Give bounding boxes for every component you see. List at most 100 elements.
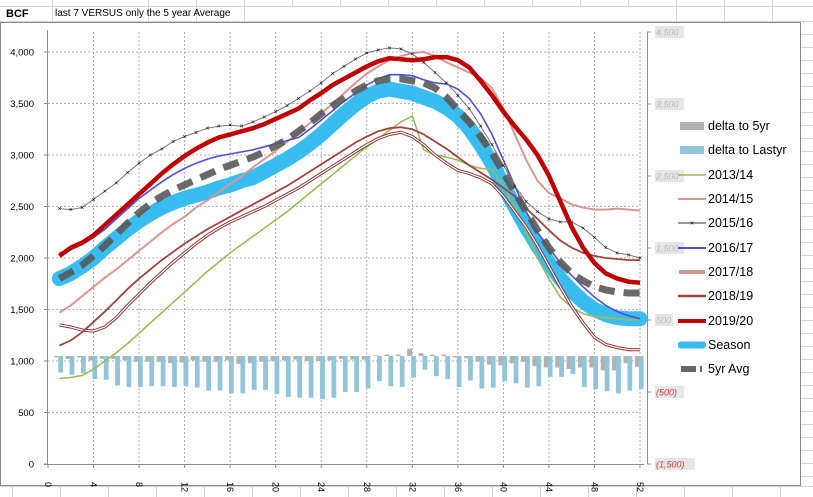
legend-item-2016-17[interactable]: 2016/17	[678, 235, 810, 259]
legend-label: 2015/16	[708, 216, 754, 231]
y2-tick-label: 2,500	[655, 172, 679, 182]
x-tick-label: 32	[407, 482, 417, 492]
x-tick-label: 12	[180, 482, 190, 492]
title-row: BCF last 7 VERSUS only the 5 year Averag…	[0, 7, 813, 23]
legend-item-2015-16[interactable]: × 2015/16	[678, 211, 810, 235]
y2-tick-label-bg	[655, 386, 684, 398]
bar-delta-to-5yr	[236, 356, 242, 364]
legend-line-5yr-avg	[681, 366, 702, 373]
bar-delta-to-lastyr	[240, 356, 246, 394]
series-marker-2015-16: ×	[615, 250, 619, 257]
series-marker-2015-16: ×	[513, 183, 517, 190]
y2-tick-label-bg	[655, 170, 684, 182]
x-tick-label: 20	[271, 482, 281, 492]
bar-delta-to-lastyr	[320, 356, 325, 400]
bar-delta-to-5yr	[54, 356, 60, 358]
legend-line-2013-14	[678, 173, 706, 176]
y-tick-label: 1,000	[10, 357, 34, 368]
legend-item-2014-15[interactable]: 2014/15	[678, 187, 810, 211]
bar-delta-to-5yr	[475, 356, 481, 362]
y2-tick-label-bg	[655, 26, 684, 38]
bar-delta-to-lastyr	[456, 356, 462, 387]
legend-item-2019-20[interactable]: 2019/20	[678, 308, 810, 332]
bar-delta-to-lastyr	[137, 356, 143, 387]
series-marker-2015-16: ×	[296, 96, 300, 103]
series-marker-2015-16: ×	[228, 123, 232, 130]
legend-label: Season	[708, 337, 751, 352]
bar-delta-to-5yr	[304, 356, 310, 362]
series-marker-2015-16: ×	[331, 71, 335, 78]
series-marker-2015-16: ×	[251, 120, 255, 127]
x-tick-label: 44	[544, 482, 554, 492]
bar-delta-to-5yr	[316, 356, 321, 362]
series-marker-2015-16: ×	[183, 134, 187, 141]
series-marker-2015-16: ×	[365, 51, 369, 58]
y2-tick-label-bg	[655, 242, 684, 254]
series-marker-2015-16: ×	[581, 226, 585, 233]
bar-delta-to-5yr	[452, 356, 458, 358]
bar-delta-to-5yr	[361, 356, 367, 360]
series-marker-2015-16: ×	[239, 124, 243, 131]
bar-series-group	[54, 348, 644, 400]
series-marker-2015-16: ×	[410, 52, 414, 59]
bar-delta-to-lastyr	[490, 356, 496, 388]
legend-item-2013-14[interactable]: 2013/14	[678, 163, 810, 187]
series-marker-2015-16: ×	[126, 170, 130, 177]
legend-label: 2017/18	[708, 264, 754, 279]
series-marker-2015-16: ×	[217, 124, 221, 131]
series-line-2013-14	[59, 114, 640, 380]
bar-delta-to-5yr	[566, 356, 572, 369]
bar-delta-to-5yr	[179, 356, 185, 363]
bar-delta-to-5yr	[464, 356, 469, 359]
bar-delta-to-5yr	[498, 356, 504, 366]
series-marker-2015-16: ×	[80, 205, 84, 212]
series-marker-2015-16: ×	[592, 235, 596, 242]
y2-tick-label: (500)	[656, 388, 677, 398]
bar-delta-to-5yr	[77, 356, 82, 358]
legend-item-delta-5yr[interactable]: delta to 5yr	[678, 114, 810, 138]
chart-subtitle[interactable]: last 7 VERSUS only the 5 year Average	[55, 8, 231, 19]
bar-delta-to-lastyr	[81, 356, 86, 374]
series-marker-2015-16: ×	[399, 46, 403, 53]
bar-delta-to-lastyr	[183, 356, 189, 387]
series-marker-2015-16: ×	[137, 161, 141, 168]
series-marker-2015-16: ×	[422, 60, 426, 67]
legend-item-2018-19[interactable]: 2018/19	[678, 284, 810, 308]
svg-text:×: ×	[690, 221, 694, 228]
bar-delta-to-lastyr	[103, 356, 109, 380]
bar-delta-to-lastyr	[604, 356, 610, 392]
bar-delta-to-lastyr	[342, 356, 348, 392]
x-tick-label: 48	[589, 482, 599, 492]
series-marker-2015-16: ×	[638, 256, 642, 263]
bar-delta-to-5yr	[486, 356, 492, 365]
legend-swatch-delta-lastyr	[680, 146, 704, 155]
bar-delta-to-5yr	[145, 356, 151, 362]
unit-label[interactable]: BCF	[6, 8, 29, 20]
legend-label: delta to 5yr	[708, 119, 770, 134]
bar-delta-to-5yr	[338, 356, 344, 359]
series-marker-2015-16: ×	[194, 130, 198, 137]
bar-delta-to-5yr	[395, 354, 401, 356]
bar-delta-to-5yr	[418, 353, 424, 356]
legend-item-delta-lastyr[interactable]: delta to Lastyr	[678, 138, 810, 162]
bar-delta-to-5yr	[133, 356, 139, 362]
bar-delta-to-lastyr	[263, 356, 268, 390]
legend-item-season[interactable]: Season	[678, 333, 810, 357]
bar-delta-to-lastyr	[616, 356, 621, 394]
series-marker-2015-16: ×	[387, 45, 391, 52]
legend-item-2017-18[interactable]: 2017/18	[678, 260, 810, 284]
bar-delta-to-lastyr	[58, 356, 64, 373]
legend-item-5yr-avg[interactable]: 5yr Avg	[678, 357, 810, 381]
bar-delta-to-5yr	[88, 356, 94, 361]
series-marker-2015-16: ×	[171, 139, 175, 146]
series-line-2015-16	[59, 47, 641, 259]
series-marker-2015-16: ×	[69, 207, 73, 214]
chart-legend: delta to 5yr delta to Lastyr 2013/14 201…	[678, 114, 810, 381]
bar-delta-to-lastyr	[445, 356, 451, 380]
bar-delta-to-lastyr	[559, 356, 564, 377]
bar-delta-to-lastyr	[513, 356, 519, 384]
bar-delta-to-lastyr	[126, 356, 132, 387]
series-line-5yr-avg	[57, 75, 640, 297]
